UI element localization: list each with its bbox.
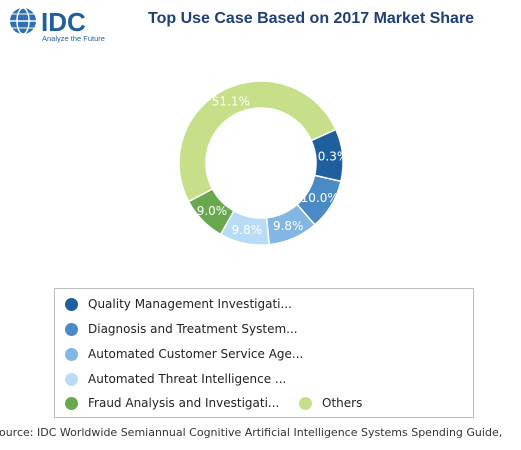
legend-label: Fraud Analysis and Investigati...: [88, 396, 280, 410]
idc-logo: IDC Analyze the Future: [6, 4, 118, 44]
chart-legend: Quality Management Investigati... Diagnos…: [54, 288, 474, 418]
legend-label: Diagnosis and Treatment System...: [88, 322, 298, 336]
legend-swatch: [299, 396, 312, 410]
slice-label: 9.8%: [273, 219, 304, 233]
globe-icon: [10, 7, 36, 35]
legend-swatch: [65, 372, 78, 386]
legend-item: Quality Management Investigati...: [65, 297, 292, 311]
slice-label: 9.0%: [197, 204, 228, 218]
legend-item: Fraud Analysis and Investigati...: [65, 396, 279, 410]
slice-label: 51.1%: [212, 94, 250, 108]
legend-swatch: [65, 322, 78, 336]
source-note: Source: IDC Worldwide Semiannual Cogniti…: [0, 426, 503, 439]
legend-item: Automated Customer Service Age...: [65, 347, 303, 361]
legend-swatch: [65, 396, 78, 410]
donut-chart: 10.3% 10.0% 9.8% 9.8% 9.0% 51.1%: [178, 80, 348, 245]
legend-item: Diagnosis and Treatment System...: [65, 322, 298, 336]
legend-item: Others: [299, 396, 362, 410]
legend-swatch: [65, 297, 78, 311]
slice-label: 9.8%: [232, 223, 263, 237]
legend-label: Quality Management Investigati...: [88, 297, 292, 311]
legend-swatch: [65, 347, 78, 361]
logo-brand: IDC: [41, 7, 86, 37]
legend-label: Others: [322, 396, 363, 410]
slice-label: 10.0%: [301, 191, 339, 205]
legend-item: Automated Threat Intelligence ...: [65, 372, 286, 386]
chart-title: Top Use Case Based on 2017 Market Share: [148, 10, 475, 27]
legend-label: Automated Threat Intelligence ...: [88, 372, 287, 386]
slice-label: 10.3%: [310, 149, 348, 163]
logo-tagline: Analyze the Future: [42, 34, 105, 43]
donut-slice: [178, 80, 337, 203]
legend-label: Automated Customer Service Age...: [88, 347, 304, 361]
